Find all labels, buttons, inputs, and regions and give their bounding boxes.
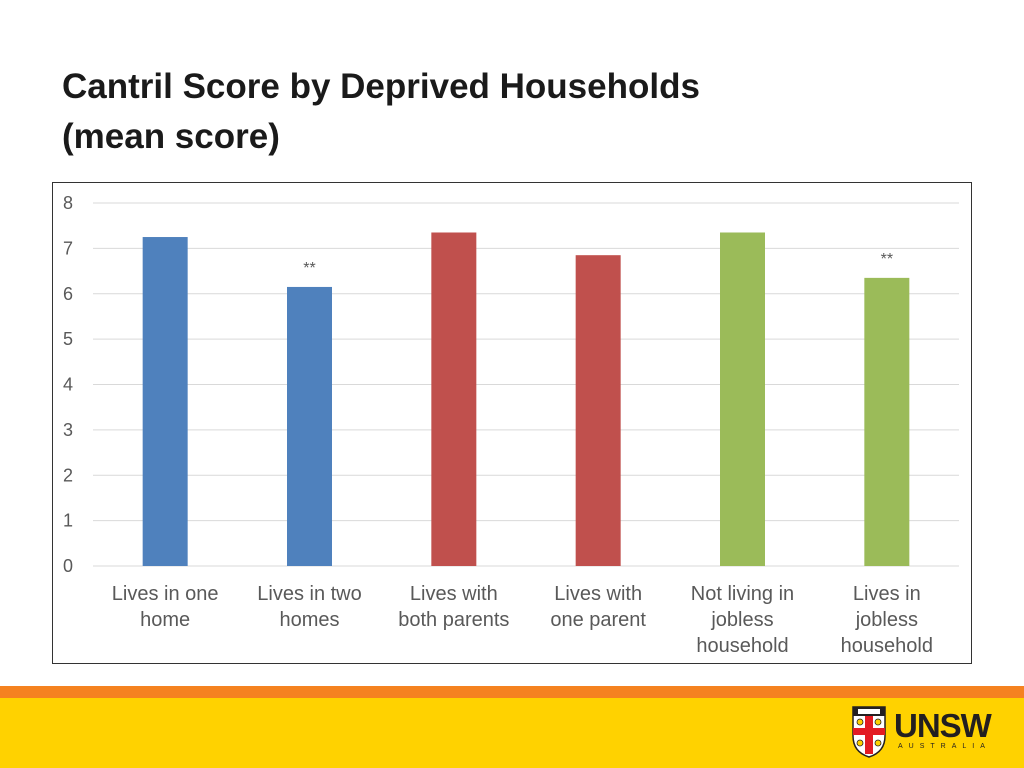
y-tick-label: 2 <box>63 465 73 485</box>
bar-chart: 0 1 2 3 4 5 6 7 8 Lives in one home ** Lives in two h… <box>63 193 959 657</box>
slide-title-line-2: (mean score) <box>62 117 280 156</box>
bar <box>575 255 621 566</box>
y-tick-label: 8 <box>63 193 73 213</box>
x-tick-label: household <box>841 635 933 657</box>
bar <box>864 277 910 566</box>
x-tick-label: Lives in two <box>257 583 362 605</box>
y-tick-label: 6 <box>63 284 73 304</box>
y-tick-label: 5 <box>63 329 73 349</box>
x-tick-label: homes <box>279 609 339 631</box>
footer-orange-stripe <box>0 686 1024 698</box>
bar-annotation: ** <box>303 260 315 277</box>
x-tick-label: Lives with <box>410 583 498 605</box>
y-tick-label: 0 <box>63 556 73 576</box>
logo-subtitle: AUSTRALIA <box>898 743 991 750</box>
bar <box>720 232 765 566</box>
x-tick-label: Lives with <box>554 583 642 605</box>
x-tick-label: both parents <box>398 609 509 631</box>
slide-title-line-1: Cantril Score by Deprived Households <box>62 67 700 106</box>
x-tick-label: household <box>696 635 788 657</box>
slide-title: Cantril Score by Deprived Households (me… <box>62 62 962 162</box>
logo-wordmark: UNSW <box>894 707 992 744</box>
bar <box>431 232 477 566</box>
chart-frame: 0 1 2 3 4 5 6 7 8 Lives in one home ** Lives in two h… <box>52 182 972 664</box>
y-tick-label: 4 <box>63 375 73 395</box>
x-tick-label: jobless <box>710 609 773 631</box>
x-tick-label: Lives in one <box>112 583 219 605</box>
x-tick-label: home <box>140 609 190 631</box>
bar <box>142 237 188 566</box>
bar-annotation: ** <box>881 251 893 268</box>
unsw-logo: UNSW AUSTRALIA <box>852 706 1002 760</box>
bar <box>287 286 332 566</box>
x-tick-label: one parent <box>550 609 646 631</box>
x-tick-label: Lives in <box>853 583 921 605</box>
y-tick-label: 7 <box>63 238 73 258</box>
x-tick-label: Not living in <box>691 583 794 605</box>
y-tick-label: 3 <box>63 420 73 440</box>
unsw-crest-icon <box>852 706 886 758</box>
x-tick-label: jobless <box>855 609 918 631</box>
y-tick-label: 1 <box>63 511 73 531</box>
